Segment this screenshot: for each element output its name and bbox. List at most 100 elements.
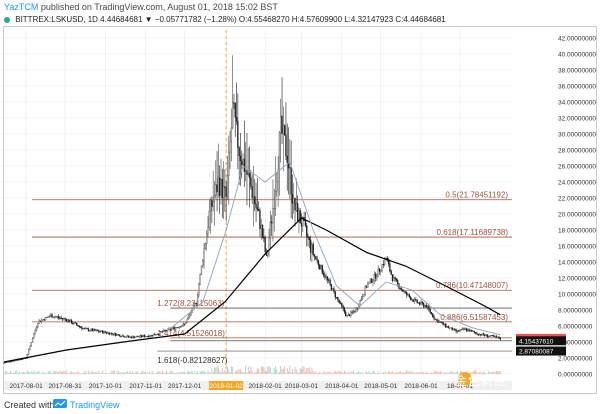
volume-bar bbox=[76, 371, 78, 374]
volume-bar bbox=[215, 367, 217, 374]
candle-body bbox=[369, 278, 372, 283]
candle-body bbox=[465, 328, 468, 331]
candle-body bbox=[445, 323, 447, 328]
candle-body bbox=[79, 326, 82, 328]
candle-body bbox=[356, 308, 359, 310]
candle-body bbox=[254, 196, 256, 204]
candle-body bbox=[339, 302, 342, 304]
y-tick-label: 0.00000000 bbox=[558, 372, 593, 379]
price-tag bbox=[516, 336, 566, 346]
candle-body bbox=[260, 224, 262, 229]
candle-body bbox=[50, 314, 52, 317]
candle-body bbox=[402, 289, 404, 292]
candle-body bbox=[437, 319, 439, 323]
candle-body bbox=[455, 329, 457, 332]
candle-body bbox=[198, 284, 200, 296]
volume-bar bbox=[407, 370, 409, 374]
volume-bar bbox=[424, 372, 426, 374]
candle-body bbox=[43, 319, 45, 321]
volume-bar bbox=[405, 372, 406, 374]
candle-body bbox=[248, 172, 251, 179]
volume-bar bbox=[227, 367, 228, 374]
volume-bar bbox=[172, 371, 174, 374]
candle-body bbox=[104, 331, 106, 333]
candle-body bbox=[156, 333, 158, 335]
candle-body bbox=[309, 239, 312, 253]
candle-body bbox=[263, 237, 265, 239]
candle-body bbox=[351, 311, 353, 313]
volume-bar bbox=[219, 370, 221, 374]
volume-bar bbox=[29, 372, 31, 374]
volume-bar bbox=[350, 371, 352, 374]
candle-body bbox=[429, 308, 431, 313]
volume-bar bbox=[249, 370, 251, 374]
volume-bar bbox=[36, 372, 37, 374]
candle-body bbox=[376, 276, 378, 279]
volume-bar bbox=[124, 372, 126, 374]
volume-bar bbox=[432, 372, 434, 374]
candle-body bbox=[129, 336, 131, 338]
volume-bar bbox=[143, 371, 145, 374]
volume-bar bbox=[363, 373, 365, 374]
volume-bar bbox=[485, 373, 487, 374]
volume-bar bbox=[433, 370, 435, 374]
chart-frame bbox=[3, 26, 597, 394]
candle-body bbox=[347, 314, 349, 316]
volume-bar bbox=[32, 372, 34, 374]
candle-body bbox=[389, 263, 391, 272]
candle-body bbox=[380, 269, 382, 272]
candle-body bbox=[190, 312, 192, 315]
volume-bar bbox=[246, 372, 248, 374]
volume-bar bbox=[342, 372, 344, 374]
moving-average-line bbox=[3, 217, 501, 363]
candle-body bbox=[430, 312, 433, 314]
volume-bar bbox=[236, 370, 238, 374]
tradingview-brand[interactable]: TradingView bbox=[70, 400, 120, 410]
candle-body bbox=[220, 179, 222, 196]
candle-body bbox=[422, 303, 425, 307]
volume-bar bbox=[264, 370, 266, 374]
candle-body bbox=[17, 359, 19, 361]
volume-bar bbox=[323, 371, 325, 374]
candle-body bbox=[450, 327, 452, 329]
candle-body bbox=[234, 103, 236, 118]
candle-body bbox=[335, 297, 338, 299]
x-tick-label: 2017-08-01 bbox=[9, 383, 43, 390]
volume-bar bbox=[75, 373, 76, 374]
tradingview-logo-icon[interactable] bbox=[53, 399, 67, 408]
candle-body bbox=[219, 177, 221, 196]
volume-bar bbox=[299, 368, 301, 374]
candle-body bbox=[38, 320, 40, 324]
candle-body bbox=[404, 291, 407, 293]
candle-body bbox=[425, 305, 427, 308]
candle-body bbox=[165, 330, 168, 332]
volume-bar bbox=[237, 369, 239, 374]
volume-bar bbox=[450, 371, 452, 374]
candle-body bbox=[103, 331, 105, 334]
candle-body bbox=[29, 345, 31, 350]
volume-bar bbox=[271, 373, 273, 374]
volume-bar bbox=[217, 367, 219, 374]
volume-bar bbox=[498, 371, 500, 374]
candle-body bbox=[259, 210, 261, 229]
candle-body bbox=[346, 315, 348, 317]
moving-averages bbox=[3, 161, 501, 363]
y-axis[interactable]: 0.00000000 2.00000000 4.00000000 6.00000000… bbox=[558, 36, 596, 379]
candle-body bbox=[390, 270, 392, 275]
volume-bar bbox=[16, 370, 18, 374]
volume-bar bbox=[175, 373, 176, 374]
candle-body bbox=[186, 318, 188, 323]
candle-body bbox=[256, 207, 259, 210]
volume-bar bbox=[98, 370, 100, 374]
volume-bar bbox=[481, 372, 483, 374]
volume-bar bbox=[241, 371, 243, 374]
candle-body bbox=[138, 336, 140, 338]
x-axis[interactable]: 2017-08-01 2017-08-31 2017-10-01 2017-11-01… bbox=[4, 381, 512, 390]
candle-body bbox=[147, 335, 149, 338]
volume-bar bbox=[223, 372, 225, 374]
candle-body bbox=[187, 316, 190, 320]
author-name[interactable]: YazTCM bbox=[4, 2, 39, 12]
volume-bar bbox=[129, 370, 131, 374]
candle-body bbox=[497, 336, 499, 338]
